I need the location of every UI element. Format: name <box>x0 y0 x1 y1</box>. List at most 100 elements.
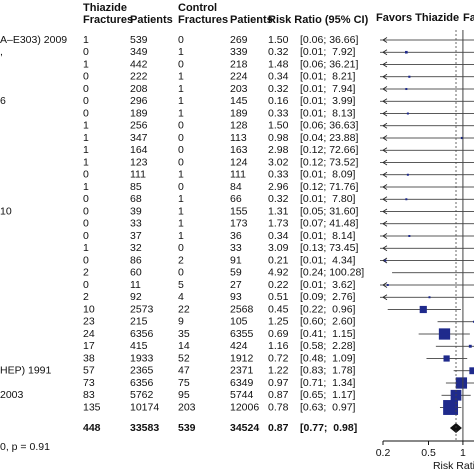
cell-rr: 0.22 <box>268 279 289 291</box>
ci-arrow <box>382 294 388 301</box>
cell-c-n: 12006 <box>230 401 259 413</box>
cell-c-n: 124 <box>230 156 248 168</box>
cell-rr: 1.22 <box>268 365 289 377</box>
cell-ci: [0.71; 1.34] <box>300 377 356 389</box>
cell-t-n: 189 <box>130 107 148 119</box>
cell-t-fx: 1 <box>83 181 89 193</box>
cell-t-n: 222 <box>130 71 148 83</box>
point-estimate <box>408 75 411 78</box>
study-label: HEP) 1991 <box>0 365 52 377</box>
cell-rr: 0.33 <box>268 169 289 181</box>
cell-rr: 1.50 <box>268 120 289 132</box>
cell-rr: 0.98 <box>268 132 289 144</box>
cell-c-n: 6355 <box>230 328 254 340</box>
cell-c-n: 66 <box>230 193 242 205</box>
cell-c-n: 189 <box>230 107 248 119</box>
cell-c-fx: 0 <box>178 144 184 156</box>
cell-rr: 1.31 <box>268 205 289 217</box>
column-header: Thiazide <box>83 2 127 14</box>
cell-t-fx: 448 <box>83 422 101 434</box>
cell-c-fx: 1 <box>178 46 184 58</box>
point-estimate <box>438 328 451 340</box>
x-tick-label: 1 <box>460 447 466 459</box>
cell-c-n: 1912 <box>230 352 254 364</box>
study-label: , <box>0 46 3 58</box>
cell-rr: 1.16 <box>268 340 289 352</box>
cell-ci: [0.63; 0.97] <box>300 401 356 413</box>
point-estimate <box>455 377 468 389</box>
cell-c-fx: 0 <box>178 181 184 193</box>
cell-rr: 0.72 <box>268 352 289 364</box>
cell-c-fx: 95 <box>178 389 190 401</box>
column-header: Patients <box>130 14 173 26</box>
cell-c-fx: 9 <box>178 316 184 328</box>
cell-c-fx: 0 <box>178 120 184 132</box>
cell-t-n: 296 <box>130 95 148 107</box>
cell-c-fx: 47 <box>178 365 190 377</box>
cell-t-fx: 0 <box>83 254 89 266</box>
x-axis-label: Risk Ratio (9 <box>433 460 474 472</box>
cell-ci: [0.01; 4.34] <box>300 254 356 266</box>
cell-c-fx: 52 <box>178 352 190 364</box>
point-estimate <box>405 50 408 54</box>
cell-t-fx: 0 <box>83 46 89 58</box>
cell-c-fx: 35 <box>178 328 190 340</box>
cell-t-n: 349 <box>130 46 148 58</box>
cell-rr: 2.96 <box>268 181 289 193</box>
cell-t-fx: 1 <box>83 34 89 46</box>
cell-t-fx: 0 <box>83 218 89 230</box>
cell-rr: 2.98 <box>268 144 289 156</box>
cell-rr: 0.21 <box>268 254 289 266</box>
cell-t-n: 6356 <box>130 377 154 389</box>
cell-t-fx: 1 <box>83 132 89 144</box>
cell-ci: [0.01; 7.92] <box>300 46 356 58</box>
cell-t-n: 11 <box>130 279 141 291</box>
column-header: Fractures <box>178 14 228 26</box>
study-label: A–E303) 2009 <box>0 34 67 46</box>
cell-t-fx: 0 <box>83 205 89 217</box>
cell-ci: [0.24; 100.28] <box>300 267 364 279</box>
ci-arrow <box>382 159 388 166</box>
x-tick-label: 0.5 <box>421 447 436 459</box>
cell-ci: [0.01; 8.14] <box>300 230 356 242</box>
cell-c-n: 36 <box>230 230 242 242</box>
cell-ci: [0.12; 71.76] <box>300 181 358 193</box>
point-estimate <box>468 344 472 348</box>
cell-c-fx: 0 <box>178 132 184 144</box>
ci-arrow <box>382 147 388 154</box>
cell-c-n: 5744 <box>230 389 254 401</box>
point-estimate <box>469 367 474 375</box>
cell-c-fx: 0 <box>178 34 184 46</box>
cell-rr: 0.78 <box>268 401 289 413</box>
cell-rr: 3.02 <box>268 156 289 168</box>
cell-ci: [0.06; 36.66] <box>300 34 358 46</box>
cell-c-n: 34524 <box>230 422 259 434</box>
cell-c-n: 105 <box>230 316 248 328</box>
cell-t-fx: 24 <box>83 328 95 340</box>
cell-t-fx: 0 <box>83 95 89 107</box>
ci-arrow <box>382 220 388 227</box>
cell-c-fx: 1 <box>178 193 184 205</box>
cell-t-n: 164 <box>130 144 148 156</box>
cell-c-n: 111 <box>230 169 246 181</box>
cell-ci: [0.22; 0.96] <box>300 303 356 315</box>
cell-rr: 0.16 <box>268 95 289 107</box>
cell-t-n: 39 <box>130 205 142 217</box>
cell-c-n: 218 <box>230 58 248 70</box>
cell-t-n: 68 <box>130 193 142 205</box>
cell-t-n: 85 <box>130 181 142 193</box>
column-header: Risk Ratio (95% CI) <box>268 14 369 26</box>
cell-t-fx: 0 <box>83 279 89 291</box>
cell-ci: [0.12; 72.66] <box>300 144 358 156</box>
cell-c-n: 59 <box>230 267 242 279</box>
cell-c-fx: 22 <box>178 303 190 315</box>
cell-t-fx: 0 <box>83 83 89 95</box>
cell-t-fx: 23 <box>83 316 95 328</box>
cell-t-n: 1933 <box>130 352 154 364</box>
cell-rr: 1.73 <box>268 218 289 230</box>
cell-ci: [0.06; 36.63] <box>300 120 358 132</box>
cell-rr: 0.32 <box>268 83 289 95</box>
cell-rr: 0.32 <box>268 193 289 205</box>
cell-c-fx: 203 <box>178 401 196 413</box>
